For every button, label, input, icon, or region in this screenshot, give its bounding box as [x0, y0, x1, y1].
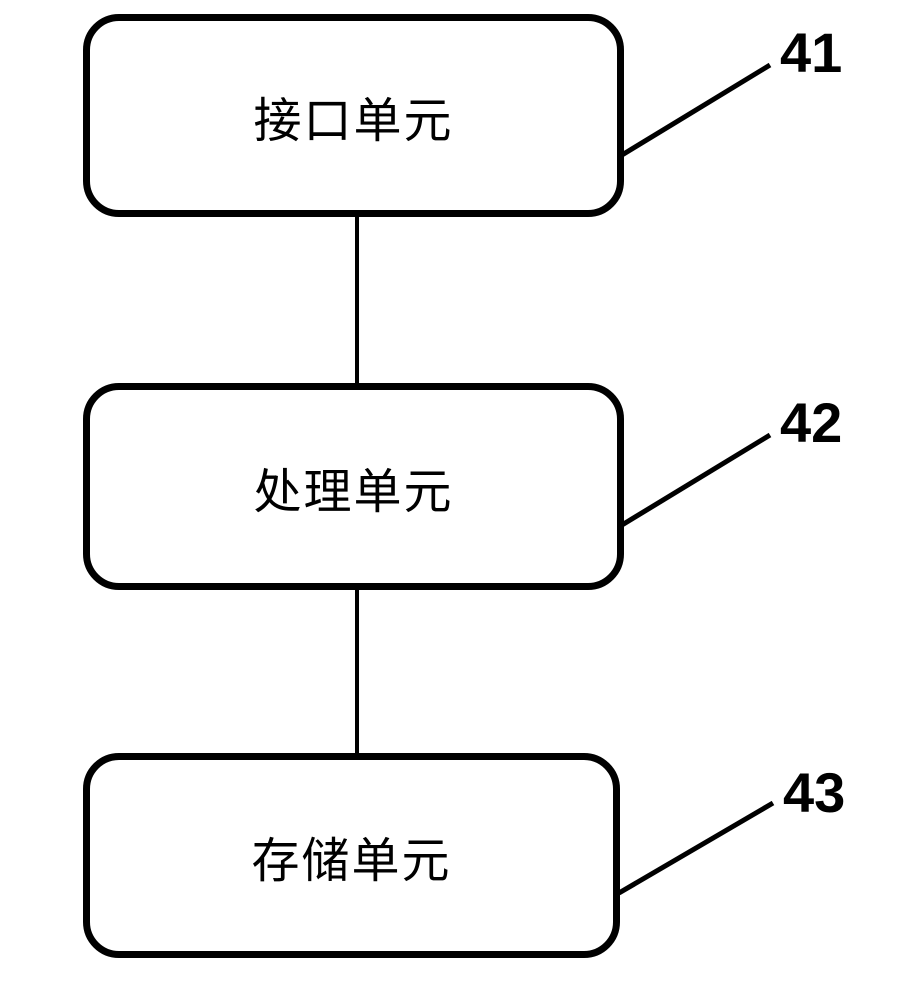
connector-1-2: [355, 217, 359, 383]
node-processing-unit: 处理单元: [83, 383, 624, 590]
block-diagram: 接口单元 处理单元 存储单元 41 42 43: [0, 0, 899, 1000]
ref-label-41: 41: [780, 20, 842, 85]
node-label: 接口单元: [253, 81, 453, 151]
node-interface-unit: 接口单元: [83, 14, 624, 217]
node-label: 处理单元: [253, 452, 453, 522]
node-label: 存储单元: [251, 821, 451, 891]
ref-label-42: 42: [780, 390, 842, 455]
node-storage-unit: 存储单元: [83, 753, 620, 958]
ref-label-43: 43: [783, 760, 845, 825]
connector-2-3: [355, 590, 359, 753]
